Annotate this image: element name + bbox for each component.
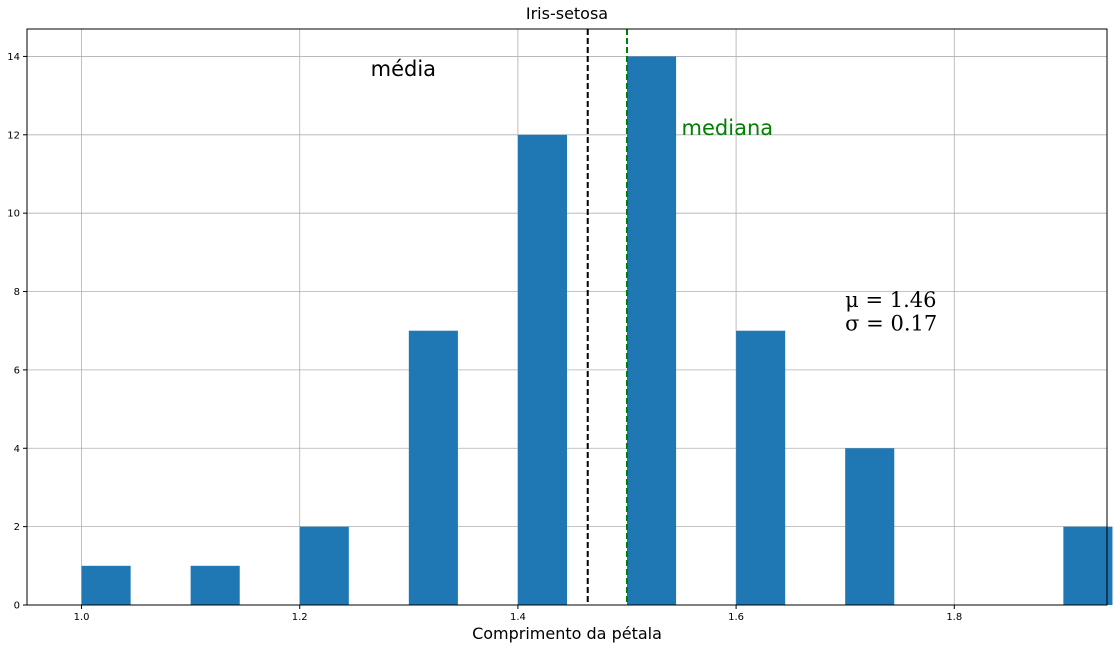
x-tick-label: 1.2 (292, 612, 308, 623)
y-tick-label: 2 (14, 522, 20, 533)
reference-lines (586, 29, 628, 605)
x-axis-label: Comprimento da pétala (472, 624, 662, 643)
y-tick-label: 6 (14, 365, 20, 376)
y-tick-label: 12 (7, 130, 20, 141)
bar (736, 330, 786, 605)
x-axis-ticks: 1.0 1.2 1.4 1.6 1.8 (74, 605, 962, 623)
bar (517, 134, 567, 606)
y-tick-label: 0 (14, 601, 20, 612)
bar (81, 565, 131, 605)
x-tick-label: 1.6 (728, 612, 744, 623)
y-tick-label: 4 (14, 444, 20, 455)
bar (408, 330, 458, 605)
bar (627, 56, 677, 605)
x-tick-label: 1.4 (510, 612, 526, 623)
y-tick-label: 10 (7, 209, 20, 220)
annotation-text: mediana (682, 116, 774, 140)
y-tick-label: 8 (14, 287, 20, 298)
stat-mu-text: μ = 1.46 (845, 288, 936, 312)
annotations: média mediana μ = 1.46σ = 0.17 (371, 57, 938, 336)
y-tick-label: 14 (7, 52, 20, 63)
bar (299, 526, 349, 605)
x-tick-label: 1.0 (74, 612, 90, 623)
bar (845, 448, 895, 605)
plot-frame (26, 28, 1108, 606)
annotation-text: média (371, 57, 436, 81)
stat-sigma-text: σ = 0.17 (845, 312, 937, 336)
y-axis-ticks: 0 2 4 6 8 10 12 14 (7, 52, 27, 612)
x-tick-label: 1.8 (946, 612, 962, 623)
chart-title: Iris-setosa (526, 4, 608, 23)
bars (81, 56, 1113, 606)
bar (190, 565, 240, 605)
bar (1063, 526, 1113, 605)
